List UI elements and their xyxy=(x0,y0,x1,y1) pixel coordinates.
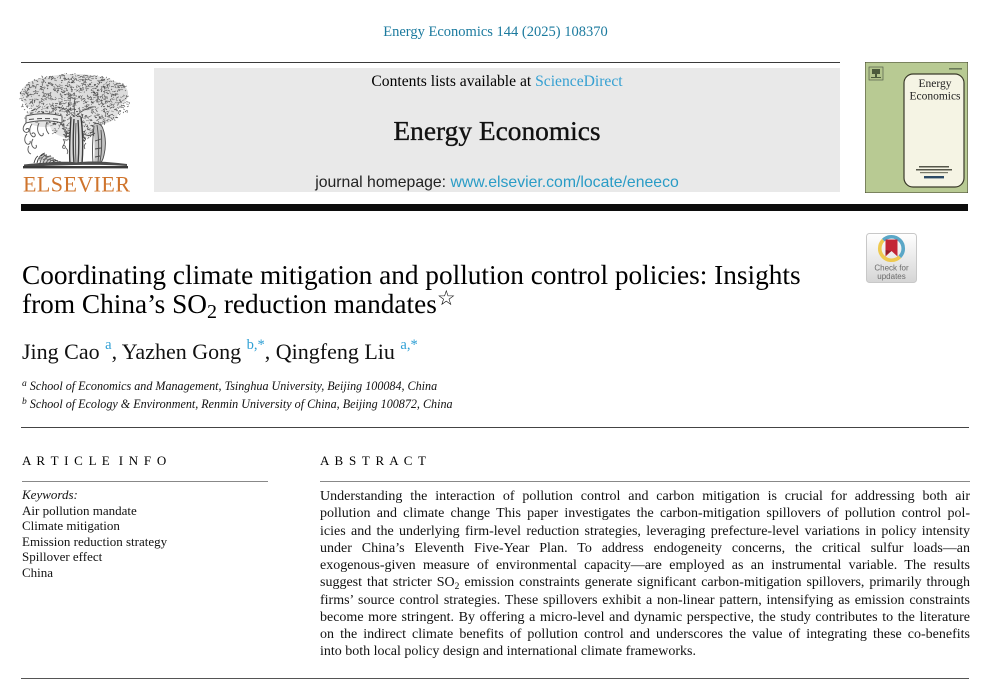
svg-text:Check for: Check for xyxy=(874,264,909,273)
svg-text:Energy: Energy xyxy=(918,78,951,90)
svg-text:Economics: Economics xyxy=(909,91,961,103)
svg-text:updates: updates xyxy=(877,272,905,281)
svg-text:ELSEVIER: ELSEVIER xyxy=(23,172,130,197)
